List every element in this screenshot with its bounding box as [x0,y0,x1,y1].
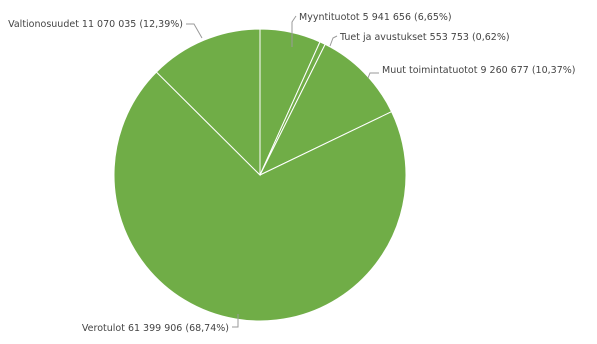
pie-slice-verotulot [113,71,407,322]
data-label-tuet-ja-avustukset: Tuet ja avustukset 553 753 (0,62%) [339,32,510,43]
data-label-valtionosuudet: Valtionosuudet 11 070 035 (12,39%) [8,19,183,30]
data-label-muut-toimintatuotot: Muut toimintatuotot 9 260 677 (10,37%) [382,65,575,76]
pie-slices [113,28,407,322]
leader-line-tuet-ja-avustukset [329,35,338,47]
leader-line-valtionosuudet [186,23,203,39]
leader-line-verotulot [232,314,239,328]
data-label-verotulot: Verotulot 61 399 906 (68,74%) [82,323,229,334]
leader-line-muut-toimintatuotot [367,72,379,79]
leader-lines [186,15,379,328]
pie-slice-valtionosuudet [155,28,261,177]
leader-line-myyntituotot [291,15,297,47]
data-labels: Myyntituotot 5 941 656 (6,65%) Tuet ja a… [8,12,575,334]
pie-slice-muut-toimintatuotot [258,43,393,177]
data-label-myyntituotot: Myyntituotot 5 941 656 (6,65%) [299,12,452,23]
